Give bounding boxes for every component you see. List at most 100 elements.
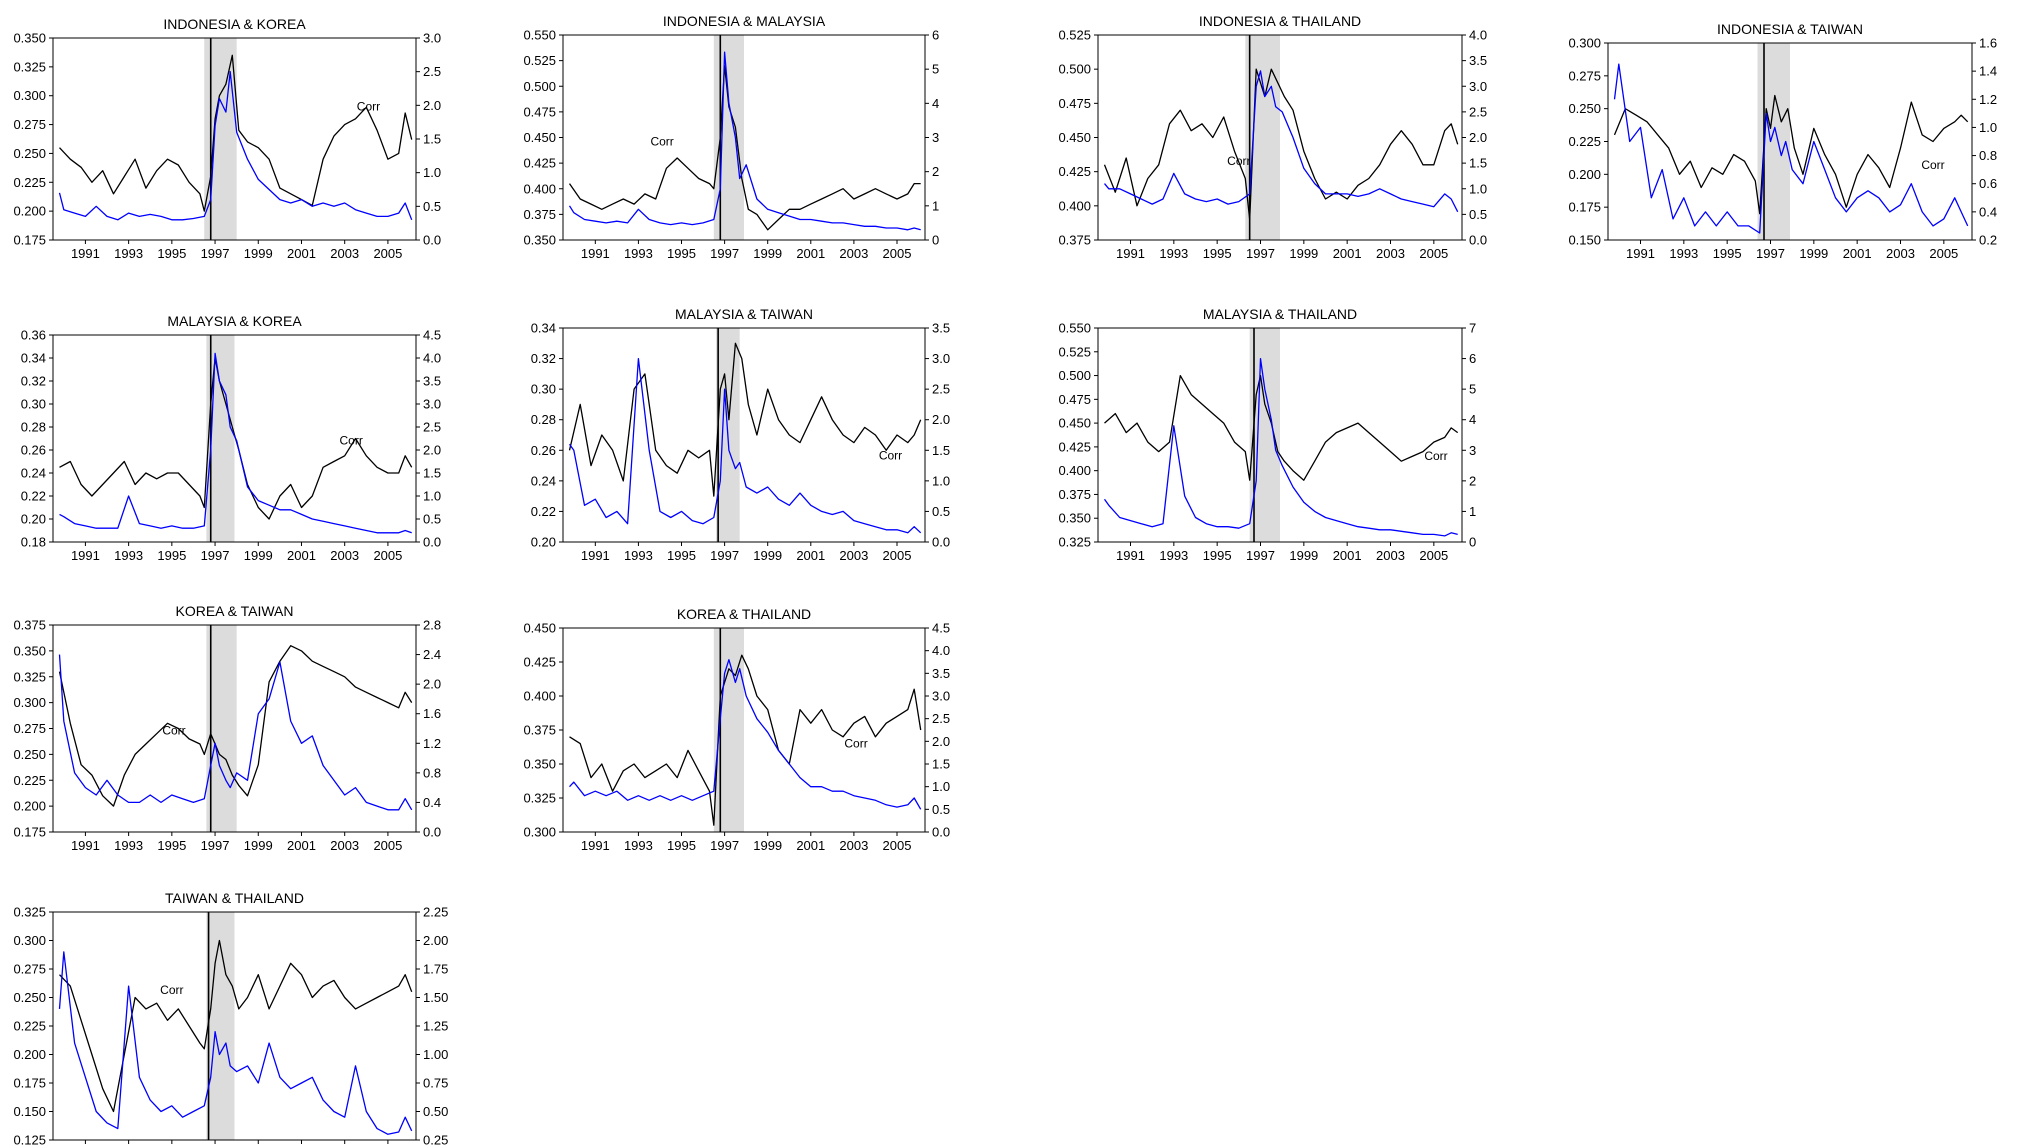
y-left-tick-label: 0.450 — [523, 621, 556, 636]
x-tick-label: 2003 — [1376, 548, 1405, 563]
x-tick-label: 1997 — [710, 838, 739, 853]
y-left-tick-label: 0.400 — [1058, 198, 1091, 213]
corr-series-line — [569, 654, 922, 826]
y-left-tick-label: 0.20 — [531, 535, 556, 550]
y-left-tick-label: 0.525 — [523, 53, 556, 68]
y-right-tick-label: 6 — [1469, 351, 1476, 366]
y-right-tick-label: 3.5 — [932, 666, 950, 681]
x-tick-label: 2005 — [1929, 246, 1958, 261]
y-right-tick-label: 0.75 — [423, 1076, 448, 1091]
y-left-tick-label: 0.375 — [1058, 233, 1091, 248]
y-left-tick-label: 0.250 — [13, 146, 46, 161]
y-right-tick-label: 0.50 — [423, 1104, 448, 1119]
x-tick-label: 1995 — [157, 548, 186, 563]
panel-3: INDONESIA & THAILAND 0.375 0.400 0.425 0.450… — [1058, 13, 1487, 261]
y-left-tick-label: 0.200 — [13, 1047, 46, 1062]
x-tick-label: 1995 — [1203, 548, 1232, 563]
y-right-tick-label: 4.5 — [932, 621, 950, 636]
y-left-tick-label: 0.26 — [531, 443, 556, 458]
x-tick-label: 2001 — [796, 548, 825, 563]
y-right-tick-label: 2.5 — [423, 420, 441, 435]
y-left-tick-label: 0.175 — [13, 233, 46, 248]
crisis-shade — [1245, 35, 1280, 240]
x-tick-label: 1995 — [1203, 246, 1232, 261]
x-tick-label: 2001 — [287, 246, 316, 261]
x-tick-label: 1997 — [1246, 246, 1275, 261]
x-tick-label: 2003 — [330, 246, 359, 261]
y-right-tick-label: 1.5 — [932, 443, 950, 458]
x-tick-label: 1993 — [1669, 246, 1698, 261]
volatility-series-line — [58, 654, 413, 811]
y-left-tick-label: 0.325 — [13, 905, 46, 920]
y-left-tick-label: 0.525 — [1058, 28, 1091, 43]
x-tick-label: 2001 — [1333, 548, 1362, 563]
y-right-tick-label: 0.6 — [1979, 176, 1997, 191]
y-left-tick-label: 0.175 — [13, 825, 46, 840]
y-left-tick-label: 0.425 — [1058, 439, 1091, 454]
y-right-tick-label: 2.00 — [423, 933, 448, 948]
x-tick-label: 2001 — [796, 246, 825, 261]
corr-annotation: Corr — [650, 135, 673, 149]
crisis-shade — [206, 912, 235, 1140]
x-tick-label: 1993 — [114, 548, 143, 563]
x-tick-label: 1999 — [753, 838, 782, 853]
y-right-tick-label: 0.25 — [423, 1133, 448, 1146]
y-right-tick-label: 1.0 — [423, 489, 441, 504]
y-right-tick-label: 0.8 — [423, 765, 441, 780]
corr-series-line — [59, 939, 413, 1113]
y-left-tick-label: 0.550 — [1058, 321, 1091, 336]
panel-2: INDONESIA & MALAYSIA 0.350 0.375 0.400 0.425… — [523, 13, 939, 261]
y-left-tick-label: 0.375 — [13, 618, 46, 633]
y-right-tick-label: 7 — [1469, 321, 1476, 336]
y-left-tick-label: 0.30 — [531, 382, 556, 397]
corr-annotation: Corr — [1227, 154, 1250, 168]
chart-title: INDONESIA & KOREA — [163, 16, 306, 32]
y-right-tick-label: 5 — [1469, 382, 1476, 397]
y-right-tick-label: 3 — [1469, 443, 1476, 458]
y-left-tick-label: 0.475 — [1058, 96, 1091, 111]
y-left-tick-label: 0.400 — [523, 181, 556, 196]
y-right-tick-label: 1.0 — [932, 779, 950, 794]
corr-series-line — [1104, 374, 1459, 481]
x-tick-label: 1999 — [1289, 548, 1318, 563]
y-right-tick-label: 3.0 — [932, 351, 950, 366]
y-left-tick-label: 0.225 — [13, 1019, 46, 1034]
y-right-tick-label: 2.0 — [423, 677, 441, 692]
plot-frame — [52, 334, 417, 543]
y-right-tick-label: 3.0 — [423, 31, 441, 46]
chart-title: MALAYSIA & TAIWAN — [675, 306, 813, 322]
corr-series-line — [1103, 68, 1459, 221]
x-tick-label: 1995 — [667, 246, 696, 261]
y-right-tick-label: 0.0 — [423, 535, 441, 550]
y-left-tick-label: 0.32 — [21, 374, 46, 389]
y-left-tick-label: 0.425 — [1058, 164, 1091, 179]
x-tick-label: 1999 — [244, 548, 273, 563]
y-right-tick-label: 1.75 — [423, 962, 448, 977]
volatility-series-line — [58, 951, 413, 1135]
y-left-tick-label: 0.200 — [13, 204, 46, 219]
y-right-tick-label: 2.0 — [423, 443, 441, 458]
corr-series-line — [59, 54, 413, 212]
y-left-tick-label: 0.22 — [531, 504, 556, 519]
y-right-tick-label: 0.4 — [1979, 204, 1997, 219]
corr-series-line — [1613, 94, 1969, 215]
volatility-series-line — [58, 71, 413, 221]
y-left-tick-label: 0.225 — [13, 175, 46, 190]
x-tick-label: 2005 — [883, 548, 912, 563]
corr-annotation: Corr — [160, 983, 183, 997]
y-right-tick-label: 0.0 — [932, 535, 950, 550]
x-tick-label: 1997 — [201, 548, 230, 563]
x-tick-label: 1993 — [114, 246, 143, 261]
x-tick-label: 1991 — [71, 548, 100, 563]
y-right-tick-label: 0.5 — [423, 199, 441, 214]
corr-annotation: Corr — [162, 724, 185, 738]
corr-series-line — [568, 65, 921, 231]
corr-annotation: Corr — [879, 448, 902, 462]
y-left-tick-label: 0.34 — [531, 321, 556, 336]
y-right-tick-label: 0.0 — [932, 825, 950, 840]
y-right-tick-label: 0.8 — [1979, 148, 1997, 163]
y-right-tick-label: 2.0 — [423, 98, 441, 113]
y-right-tick-label: 1.00 — [423, 1047, 448, 1062]
